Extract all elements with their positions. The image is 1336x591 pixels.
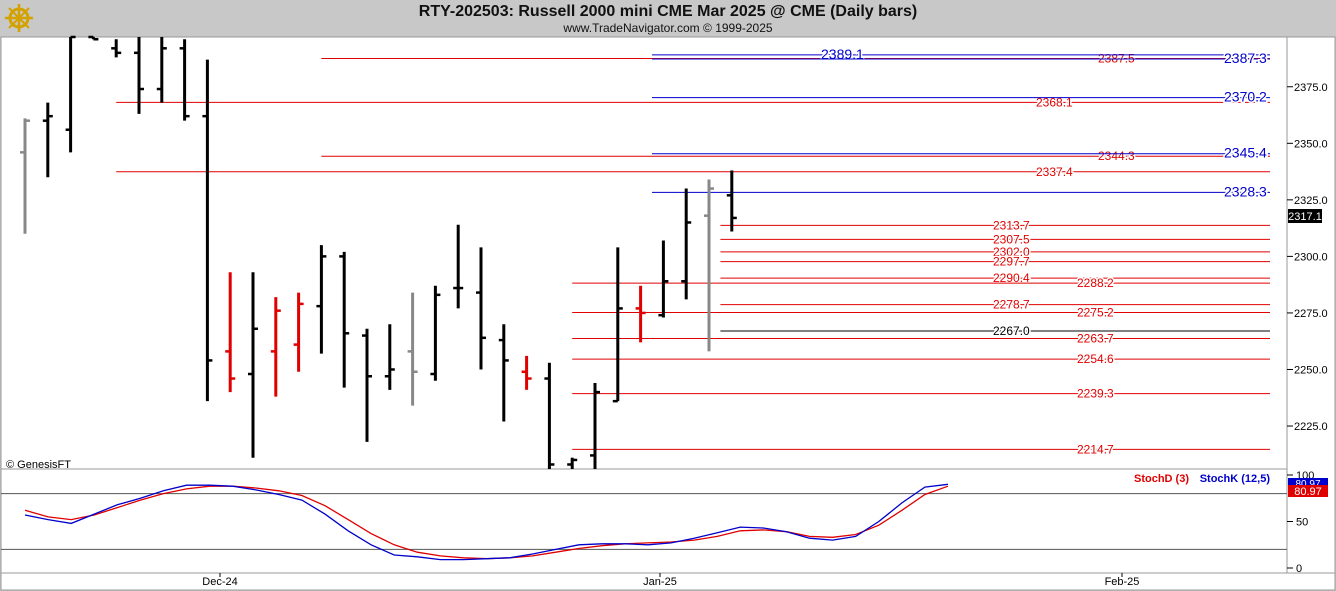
blue-level-label: 2345.4	[1224, 145, 1267, 161]
ohlc-bar	[384, 324, 395, 390]
red-level-label: 2337.4	[1036, 165, 1073, 179]
ohlc-bar	[407, 292, 418, 406]
ohlc-bar	[20, 118, 30, 234]
ohlc-bar	[590, 383, 600, 469]
stochastic-lines	[1, 483, 1287, 561]
ohlc-bar	[704, 179, 714, 352]
ohlc-bar	[453, 224, 464, 309]
genesis-watermark: © GenesisFT	[6, 459, 71, 471]
stochk-value: 80.97	[1295, 479, 1320, 490]
support-resistance-levels: 2387.52368.12344.32337.42313.72307.52302…	[116, 44, 1270, 458]
stochk-value-box	[1288, 478, 1328, 488]
blue-level-label: 2370.2	[1224, 89, 1267, 105]
ohlc-bar	[111, 39, 122, 58]
blue-level-label: 2328.3	[1224, 183, 1267, 199]
ohlc-bar	[430, 285, 441, 381]
ohlc-bar	[476, 247, 486, 370]
stochd-legend: StochD (3)	[1134, 473, 1189, 485]
ohlc-bar	[293, 292, 304, 372]
date-tick-label: Dec-24	[202, 576, 237, 588]
ohlc-bar	[339, 251, 350, 388]
ohlc-bar	[521, 355, 532, 390]
stoch-series-line	[24, 483, 949, 561]
date-axis-ticks: Dec-24 Jan-25 Feb-25	[202, 573, 1139, 588]
ohlc-bar	[658, 240, 669, 318]
golden-ship-wheel-logo-icon[interactable]	[2, 2, 36, 34]
red-level-label: 2344.3	[1098, 149, 1135, 163]
date-tick-label: Feb-25	[1105, 576, 1140, 588]
red-level-label: 2290.4	[993, 271, 1030, 285]
last-price-box	[1288, 209, 1322, 223]
date-tick-label: Jan-25	[643, 576, 677, 588]
price-tick-label: 2225.0	[1294, 421, 1328, 433]
price-tick-label: 2275.0	[1294, 308, 1328, 320]
red-level-label: 2254.6	[1077, 352, 1114, 366]
ohlc-bar	[65, 35, 76, 153]
ohlc-bars	[20, 35, 737, 469]
red-level-label: 2313.7	[993, 218, 1030, 232]
stochk-legend: StochK (12,5)	[1200, 473, 1271, 485]
red-level-label: 2307.5	[993, 232, 1030, 246]
price-tick-label: 2300.0	[1294, 251, 1328, 263]
red-level-label: 2275.2	[1077, 305, 1114, 319]
ohlc-bar	[635, 285, 646, 343]
ohlc-bar	[726, 170, 737, 232]
black-level-label: 2267.0	[993, 324, 1030, 338]
ohlc-bar	[316, 245, 327, 354]
ohlc-bar	[88, 35, 99, 41]
ohlc-bar	[681, 188, 692, 300]
blue-level-label: 2387.3	[1224, 50, 1267, 66]
ohlc-bar	[270, 297, 281, 397]
stochd-value: 80.97	[1294, 486, 1322, 498]
stoch-tick-label: 0	[1296, 563, 1302, 575]
ohlc-bar	[544, 362, 555, 469]
red-level-label: 2214.7	[1077, 442, 1114, 456]
chart-title: RTY-202503: Russell 2000 mini CME Mar 20…	[418, 3, 918, 20]
date-axis-panel	[0, 572, 1336, 591]
red-level-label: 2263.7	[1077, 331, 1114, 345]
ohlc-bar	[248, 272, 258, 458]
price-panel[interactable]	[0, 36, 1288, 470]
blue-level-label: 2389.1	[821, 46, 864, 62]
ohlc-bar	[134, 37, 144, 114]
ohlc-bar	[567, 457, 578, 469]
ohlc-bar	[42, 102, 53, 178]
ohlc-bar	[612, 247, 623, 403]
ohlc-bar	[498, 324, 509, 422]
ohlc-bar	[362, 328, 372, 442]
price-tick-label: 2350.0	[1294, 138, 1328, 150]
price-tick-label: 2325.0	[1294, 195, 1328, 207]
red-level-label: 2302.0	[993, 245, 1030, 259]
stoch-tick-label: 50	[1296, 517, 1308, 529]
last-price-label: 2317.1	[1288, 211, 1322, 223]
ohlc-bar	[156, 37, 167, 103]
chart-subtitle: www.TradeNavigator.com © 1999-2025	[563, 21, 773, 35]
ohlc-bar	[225, 272, 236, 393]
red-level-label: 2297.7	[993, 255, 1030, 269]
red-level-label: 2278.7	[993, 298, 1030, 312]
stochd-value-box	[1288, 485, 1328, 497]
price-tick-label: 2250.0	[1294, 364, 1328, 376]
red-level-label: 2288.2	[1077, 276, 1114, 290]
price-tick-label: 2375.0	[1294, 82, 1328, 94]
ohlc-bar	[179, 39, 190, 121]
ohlc-bar	[202, 59, 213, 402]
red-level-label: 2239.3	[1077, 387, 1114, 401]
